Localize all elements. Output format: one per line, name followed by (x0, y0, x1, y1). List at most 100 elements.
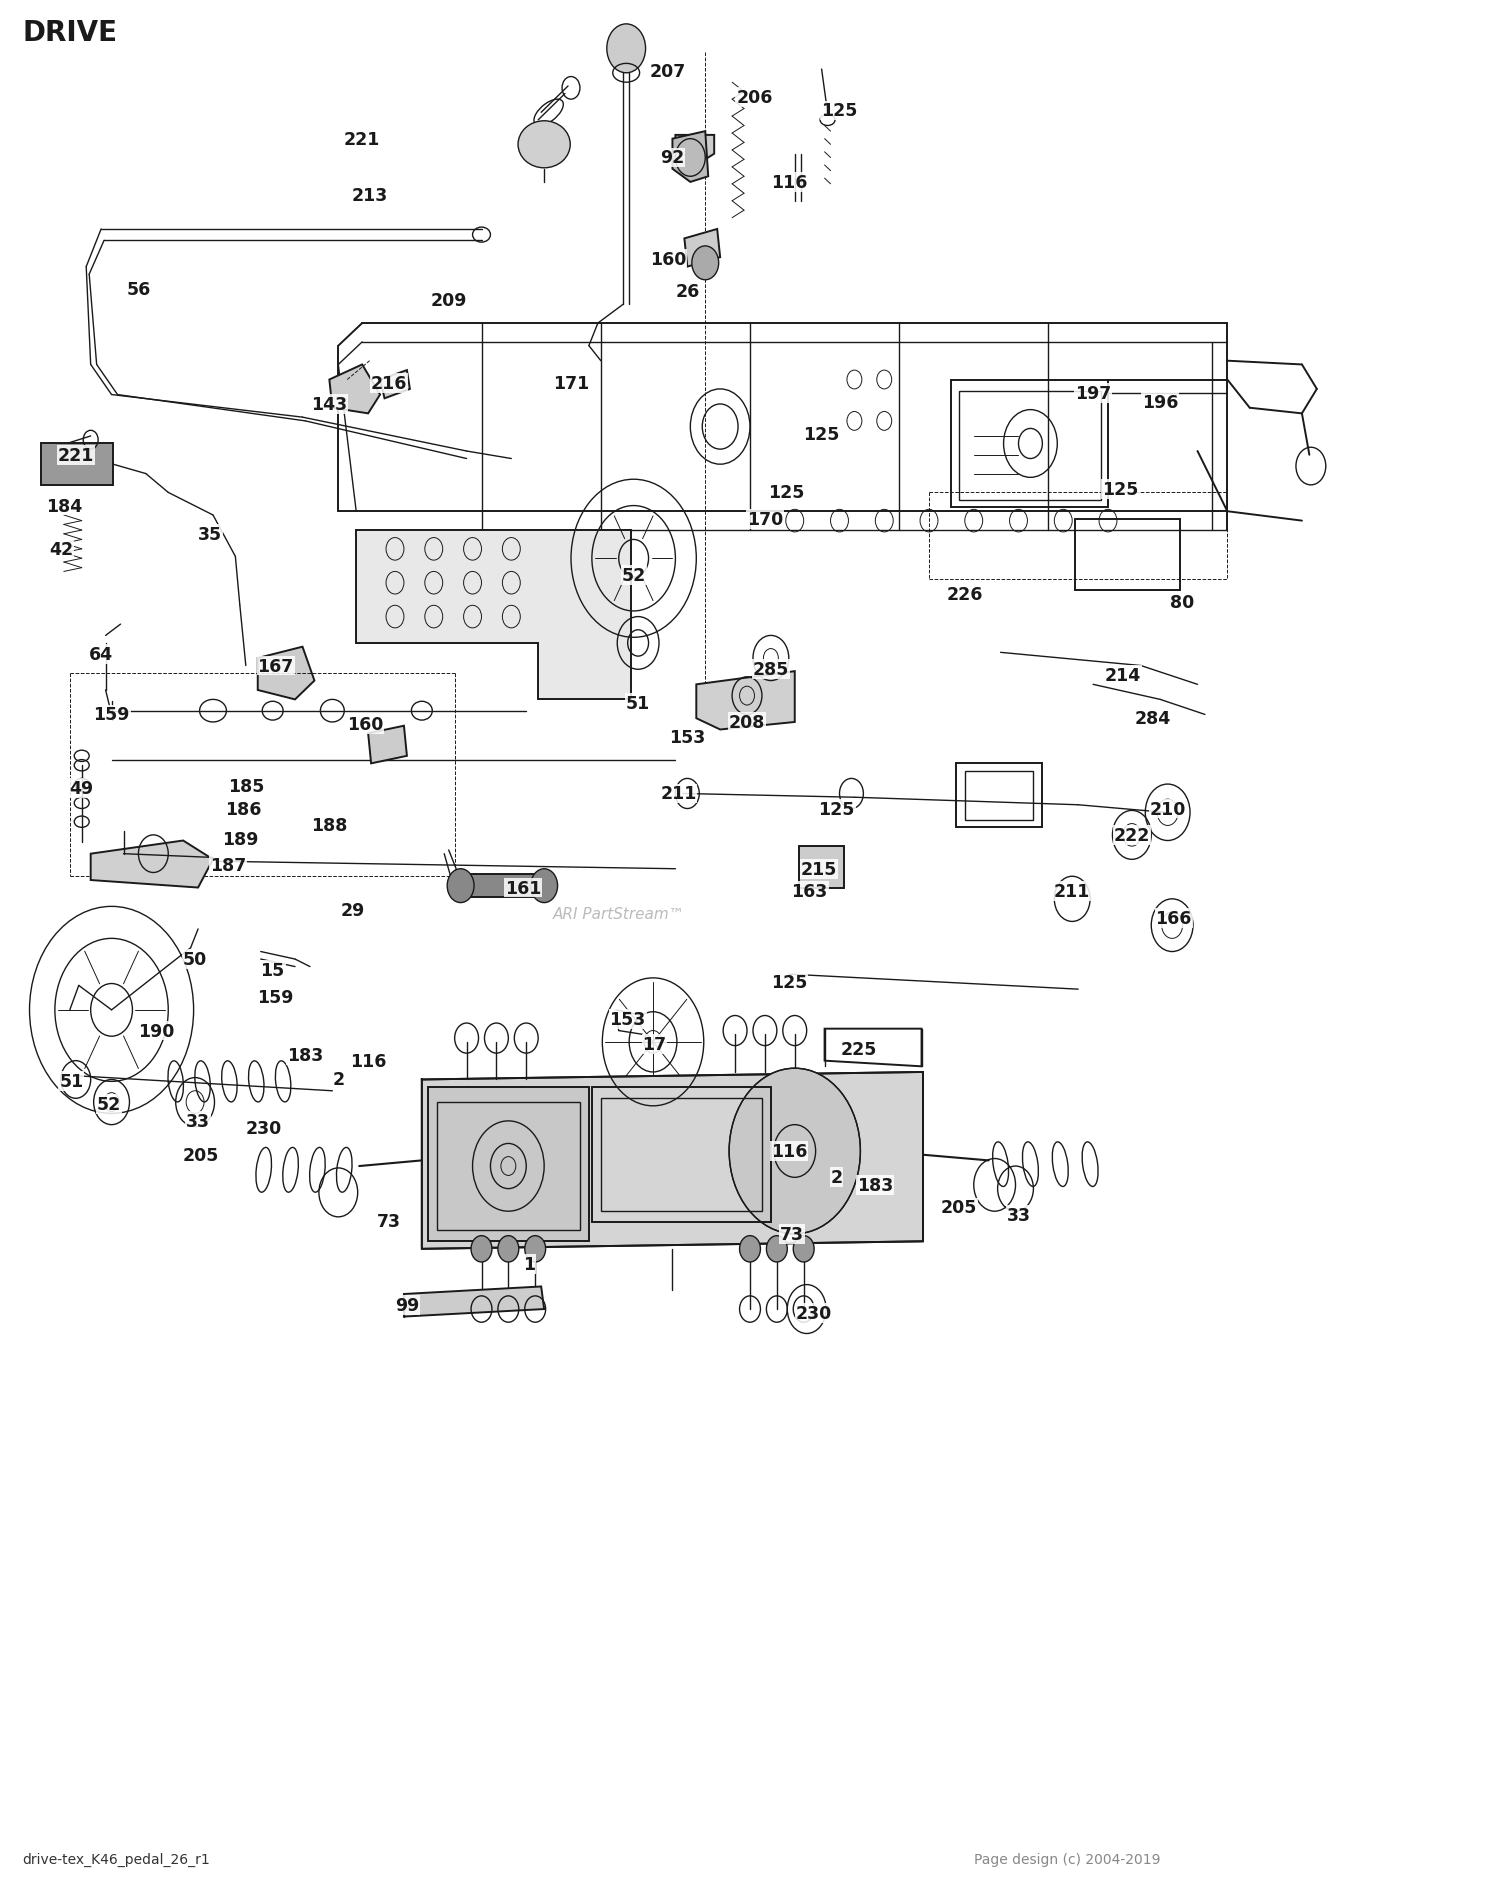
Bar (427, 1088, 590, 1241)
Bar (42, 444, 112, 485)
Text: 33: 33 (1007, 1207, 1031, 1224)
Text: 284: 284 (1134, 710, 1172, 727)
Text: 159: 159 (93, 706, 130, 723)
Text: 125: 125 (819, 801, 855, 818)
Text: 171: 171 (554, 376, 590, 393)
Polygon shape (380, 370, 410, 399)
Text: 221: 221 (344, 130, 381, 149)
Circle shape (740, 1235, 760, 1262)
Circle shape (498, 1235, 519, 1262)
Text: 92: 92 (660, 149, 684, 168)
Bar (436, 1103, 580, 1230)
Polygon shape (368, 727, 407, 763)
Text: 211: 211 (660, 786, 696, 803)
Text: 183: 183 (856, 1177, 894, 1194)
Text: 116: 116 (771, 1143, 807, 1160)
Text: 187: 187 (210, 856, 246, 875)
Text: 80: 80 (1170, 593, 1194, 612)
Bar (1076, 519, 1179, 591)
Text: 207: 207 (650, 62, 686, 81)
Bar (964, 771, 1034, 820)
Text: 183: 183 (288, 1047, 324, 1065)
Text: 214: 214 (1106, 667, 1142, 684)
Text: 230: 230 (246, 1120, 282, 1137)
Text: 225: 225 (840, 1041, 878, 1060)
Text: 215: 215 (801, 859, 837, 878)
Text: 222: 222 (1113, 825, 1150, 844)
Text: 125: 125 (1101, 480, 1138, 499)
Polygon shape (330, 365, 380, 414)
Polygon shape (404, 1286, 544, 1317)
Text: 99: 99 (394, 1296, 418, 1315)
Text: 190: 190 (138, 1022, 174, 1041)
Circle shape (794, 1235, 814, 1262)
Polygon shape (684, 230, 720, 268)
Text: 184: 184 (45, 497, 82, 516)
Text: 166: 166 (1155, 909, 1192, 927)
Text: 52: 52 (96, 1096, 120, 1113)
Text: 42: 42 (50, 540, 74, 559)
Text: 189: 189 (222, 829, 258, 848)
Bar (958, 391, 1101, 501)
Circle shape (531, 869, 558, 903)
Text: 226: 226 (946, 586, 982, 604)
Polygon shape (696, 672, 795, 731)
Text: 210: 210 (1149, 801, 1186, 818)
Text: 209: 209 (430, 293, 466, 310)
Text: 125: 125 (768, 484, 804, 502)
Text: ARI PartStream™: ARI PartStream™ (554, 907, 686, 922)
Bar (956, 763, 1042, 827)
Circle shape (447, 869, 474, 903)
Text: 56: 56 (126, 281, 150, 298)
Text: 230: 230 (796, 1303, 832, 1322)
Text: 205: 205 (940, 1200, 976, 1217)
Text: 167: 167 (258, 657, 294, 674)
Text: 196: 196 (1142, 395, 1179, 412)
Polygon shape (422, 1073, 922, 1249)
Text: 35: 35 (198, 525, 222, 544)
Bar (464, 875, 538, 897)
Text: Page design (c) 2004-2019: Page design (c) 2004-2019 (974, 1851, 1161, 1866)
Text: 125: 125 (804, 425, 840, 444)
Text: 170: 170 (747, 510, 783, 529)
Text: 33: 33 (186, 1113, 210, 1130)
Text: 211: 211 (1054, 882, 1090, 901)
Polygon shape (675, 136, 714, 164)
Text: 159: 159 (258, 988, 294, 1007)
Text: 15: 15 (261, 962, 285, 980)
Polygon shape (356, 531, 630, 701)
Text: 160: 160 (650, 251, 686, 268)
Ellipse shape (518, 121, 570, 168)
Polygon shape (90, 841, 213, 888)
Text: 186: 186 (225, 801, 261, 818)
Text: 143: 143 (312, 397, 348, 414)
Text: 49: 49 (69, 780, 94, 797)
Polygon shape (258, 648, 315, 701)
Text: 216: 216 (370, 376, 406, 393)
Bar (800, 846, 844, 888)
Circle shape (729, 1069, 861, 1234)
Text: DRIVE: DRIVE (22, 19, 117, 47)
Circle shape (608, 25, 645, 74)
Text: 153: 153 (669, 729, 705, 746)
Text: 285: 285 (753, 661, 789, 678)
Polygon shape (672, 132, 708, 183)
Text: 160: 160 (346, 716, 384, 733)
Circle shape (766, 1235, 788, 1262)
Text: 185: 185 (228, 778, 264, 795)
Text: 163: 163 (792, 882, 828, 901)
Text: 188: 188 (310, 818, 348, 835)
Text: 205: 205 (183, 1147, 219, 1164)
Text: 29: 29 (340, 901, 366, 920)
Text: 73: 73 (376, 1213, 400, 1230)
Circle shape (525, 1235, 546, 1262)
Circle shape (692, 247, 718, 281)
Text: 73: 73 (780, 1226, 804, 1243)
Text: 116: 116 (350, 1052, 387, 1069)
Text: 206: 206 (736, 89, 772, 108)
Text: 64: 64 (88, 646, 112, 663)
Text: drive-tex_K46_pedal_26_r1: drive-tex_K46_pedal_26_r1 (22, 1851, 210, 1866)
Bar (951, 380, 1108, 508)
Text: 52: 52 (621, 567, 646, 586)
Text: 50: 50 (183, 950, 207, 969)
